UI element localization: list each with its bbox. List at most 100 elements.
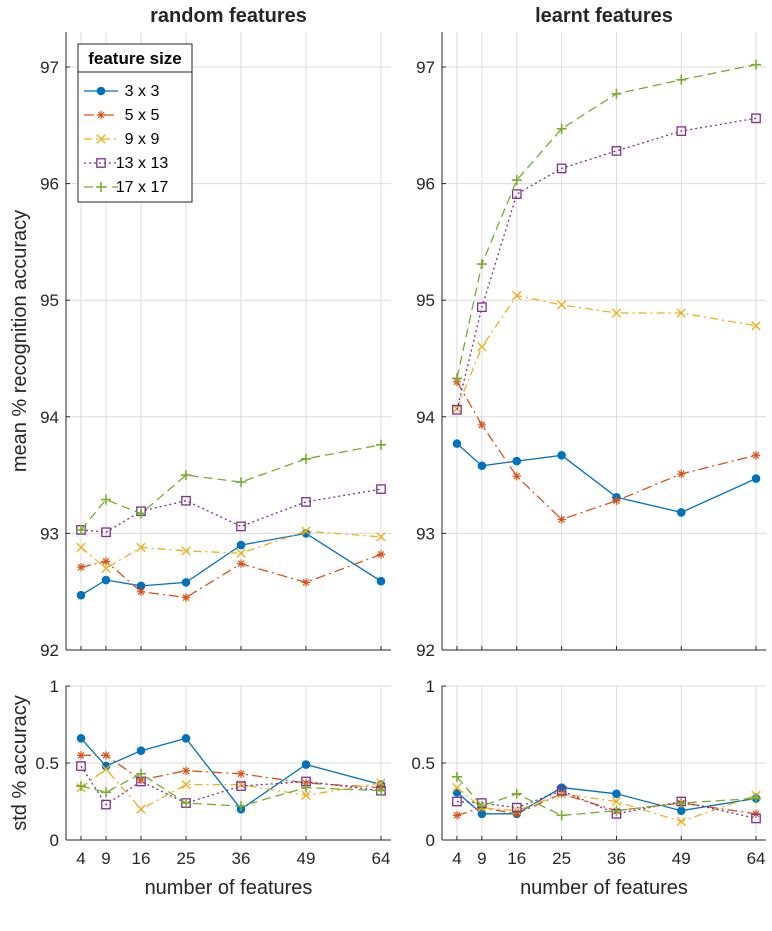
y-tick-label: 0 xyxy=(426,831,435,850)
data-point xyxy=(477,302,487,313)
data-point xyxy=(181,734,191,743)
data-point xyxy=(612,789,621,799)
y-axis-label: std % accuracy xyxy=(9,695,31,831)
data-point xyxy=(101,787,111,798)
x-tick-label: 4 xyxy=(452,849,461,868)
legend-entry: 13 x 13 xyxy=(84,155,168,172)
data-point xyxy=(751,59,762,70)
data-point xyxy=(181,779,191,790)
y-tick-label: 93 xyxy=(40,524,59,543)
data-point xyxy=(556,785,567,796)
data-point xyxy=(376,532,386,542)
legend-entry: 9 x 9 xyxy=(84,131,159,148)
data-point xyxy=(236,559,246,568)
data-point xyxy=(452,404,462,415)
data-point xyxy=(556,163,567,174)
x-tick-label: 36 xyxy=(232,849,251,868)
data-point xyxy=(301,760,311,769)
x-tick-label: 64 xyxy=(747,849,766,868)
x-tick-label: 4 xyxy=(76,849,85,868)
data-point xyxy=(452,782,462,793)
data-point xyxy=(301,782,311,793)
data-point xyxy=(136,542,146,553)
data-point xyxy=(557,450,566,460)
legend-label: 13 x 13 xyxy=(116,155,169,172)
mean-learnt-panel: 92 93 94 95 96 97 learnt features xyxy=(416,5,766,660)
data-point xyxy=(511,788,522,799)
y-tick-label: 0.5 xyxy=(411,754,435,773)
data-point xyxy=(476,259,487,270)
legend-label: 5 x 5 xyxy=(125,107,160,124)
y-tick-label: 96 xyxy=(416,175,435,194)
data-point xyxy=(101,563,111,574)
x-tick-label: 16 xyxy=(507,849,526,868)
data-point xyxy=(512,472,521,481)
data-point xyxy=(476,801,487,812)
series-line xyxy=(80,488,382,533)
data-point xyxy=(236,548,246,558)
x-tick-label: 49 xyxy=(672,849,691,868)
data-point xyxy=(376,550,386,559)
series-9x9 xyxy=(76,526,386,574)
data-point xyxy=(136,804,146,814)
x-axis-label: number of features xyxy=(145,877,313,899)
data-point xyxy=(236,521,246,532)
y-tick-label: 94 xyxy=(416,408,435,427)
data-point xyxy=(301,497,311,507)
data-point xyxy=(136,746,146,755)
data-point xyxy=(236,769,246,778)
data-point xyxy=(136,508,146,519)
data-point xyxy=(557,515,566,524)
x-tick-label: 49 xyxy=(297,849,316,868)
data-point xyxy=(451,373,462,384)
data-point xyxy=(76,761,86,771)
data-point xyxy=(236,477,246,488)
data-point xyxy=(677,469,686,479)
y-tick-label: 0 xyxy=(50,831,59,850)
series-9x9 xyxy=(452,782,761,827)
series-13x13 xyxy=(452,113,761,415)
data-point xyxy=(512,809,521,819)
data-point xyxy=(301,526,311,536)
legend-label: 17 x 17 xyxy=(116,179,169,196)
data-point xyxy=(376,785,386,796)
data-point xyxy=(676,308,686,318)
data-point xyxy=(76,751,86,760)
legend-marker xyxy=(96,110,106,120)
legend-marker xyxy=(96,158,106,168)
series-17x17 xyxy=(76,768,386,812)
legend: feature size 3 x 3 5 x 5 9 x 9 13 x 13 17 x 1… xyxy=(77,43,193,203)
data-point xyxy=(512,290,522,301)
series-5x5 xyxy=(76,550,386,602)
data-point xyxy=(452,439,462,448)
data-point xyxy=(751,113,761,124)
data-point xyxy=(676,74,687,85)
data-point xyxy=(136,775,146,785)
data-point xyxy=(751,474,761,483)
series-line xyxy=(80,765,382,806)
data-point xyxy=(452,796,462,807)
x-tick-label: 25 xyxy=(177,849,196,868)
data-point xyxy=(676,508,686,517)
legend-label: 3 x 3 xyxy=(125,83,160,100)
series-17x17 xyxy=(451,59,762,384)
data-point xyxy=(477,420,487,430)
data-point xyxy=(676,816,686,827)
y-tick-label: 1 xyxy=(50,677,59,696)
data-point xyxy=(612,496,621,505)
data-point xyxy=(101,557,111,566)
data-point xyxy=(76,590,86,600)
y-tick-label: 1 xyxy=(426,677,435,696)
data-point xyxy=(611,308,622,318)
mean-random-panel: 92 93 94 95 96 97 random features mean % recogn… xyxy=(9,5,391,660)
data-point xyxy=(236,540,246,550)
legend-title: feature size xyxy=(88,49,182,68)
data-point xyxy=(181,578,191,587)
legend-entry: 3 x 3 xyxy=(84,83,159,100)
data-point xyxy=(477,461,487,471)
std-learnt-panel: 0 0.5 1 4 9 16 25 36 49 64 number of features xyxy=(411,677,766,899)
panel-title: learnt features xyxy=(535,5,673,27)
data-point xyxy=(751,451,761,460)
y-tick-label: 92 xyxy=(416,641,435,660)
data-point xyxy=(101,751,111,760)
